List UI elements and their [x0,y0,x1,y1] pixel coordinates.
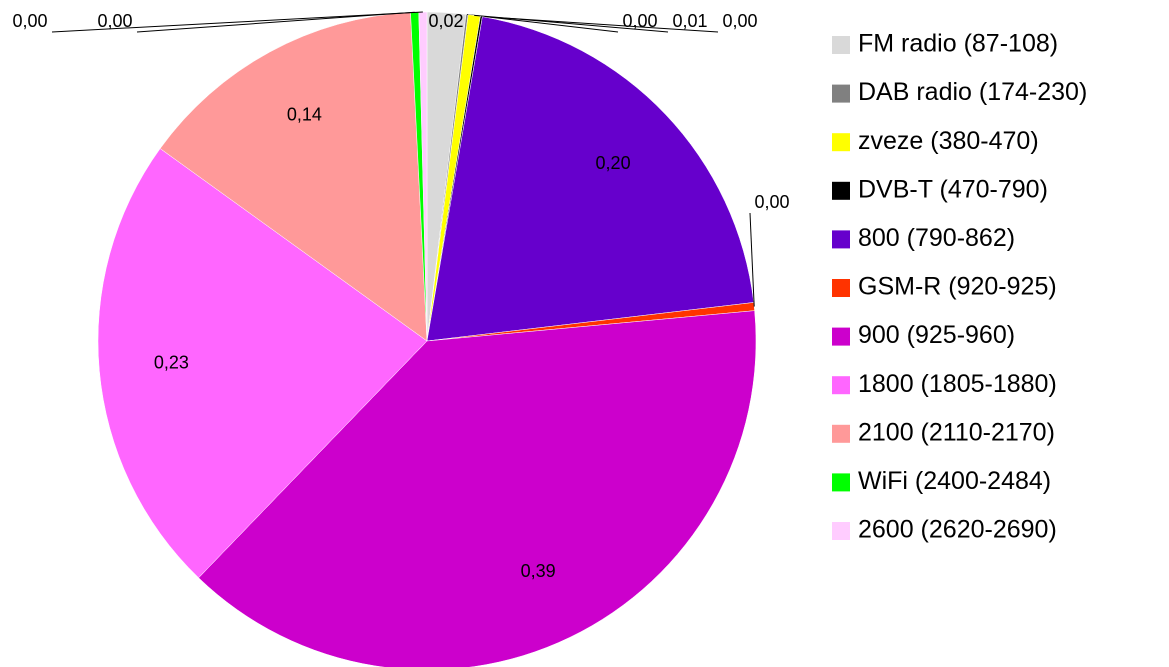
data-label: 0,02 [428,11,463,31]
data-label: 0,01 [672,11,707,31]
data-label: 0,23 [154,353,189,373]
legend-swatch [832,133,850,152]
legend-swatch [832,181,850,200]
legend-label: DVB-T (470-790) [858,175,1048,203]
legend-label: 1800 (1805-1880) [858,370,1057,398]
legend-swatch [832,84,850,103]
legend-swatch [832,36,850,54]
leader-line [749,212,755,307]
data-label: 0,00 [622,11,657,31]
pie-slice [159,12,428,342]
legend-swatch [832,230,850,249]
leader-line [136,11,415,33]
data-label: 0,00 [12,11,47,31]
legend-label: 800 (790-862) [858,224,1015,252]
legend-label: WiFi (2400-2484) [858,467,1051,495]
legend-label: 2100 (2110-2170) [858,418,1055,446]
data-label: 0,00 [754,192,789,212]
data-label: 0,14 [287,104,322,124]
data-label: 0,00 [97,11,132,31]
pie-slice [97,148,428,579]
legend-swatch [832,473,850,492]
legend-label: GSM-R (920-925) [858,273,1057,301]
legend-label: DAB radio (174-230) [858,78,1087,106]
legend-swatch [832,327,850,346]
pie-slice [426,16,755,342]
legend-label: 2600 (2620-2690) [858,516,1057,544]
data-label: 0,20 [596,153,631,173]
legend-label: 900 (925-960) [858,321,1015,349]
legend-label: FM radio (87-108) [858,30,1058,58]
leader-line [51,11,423,33]
legend-swatch [832,424,850,443]
legend-swatch [832,376,850,395]
pie-slice [198,310,757,667]
data-label: 0,00 [722,11,757,31]
leader-line [481,16,719,33]
data-label: 0,39 [521,561,556,581]
legend-swatch [832,522,850,540]
legend-swatch [832,279,850,297]
legend-label: zveze (380-470) [858,127,1039,155]
